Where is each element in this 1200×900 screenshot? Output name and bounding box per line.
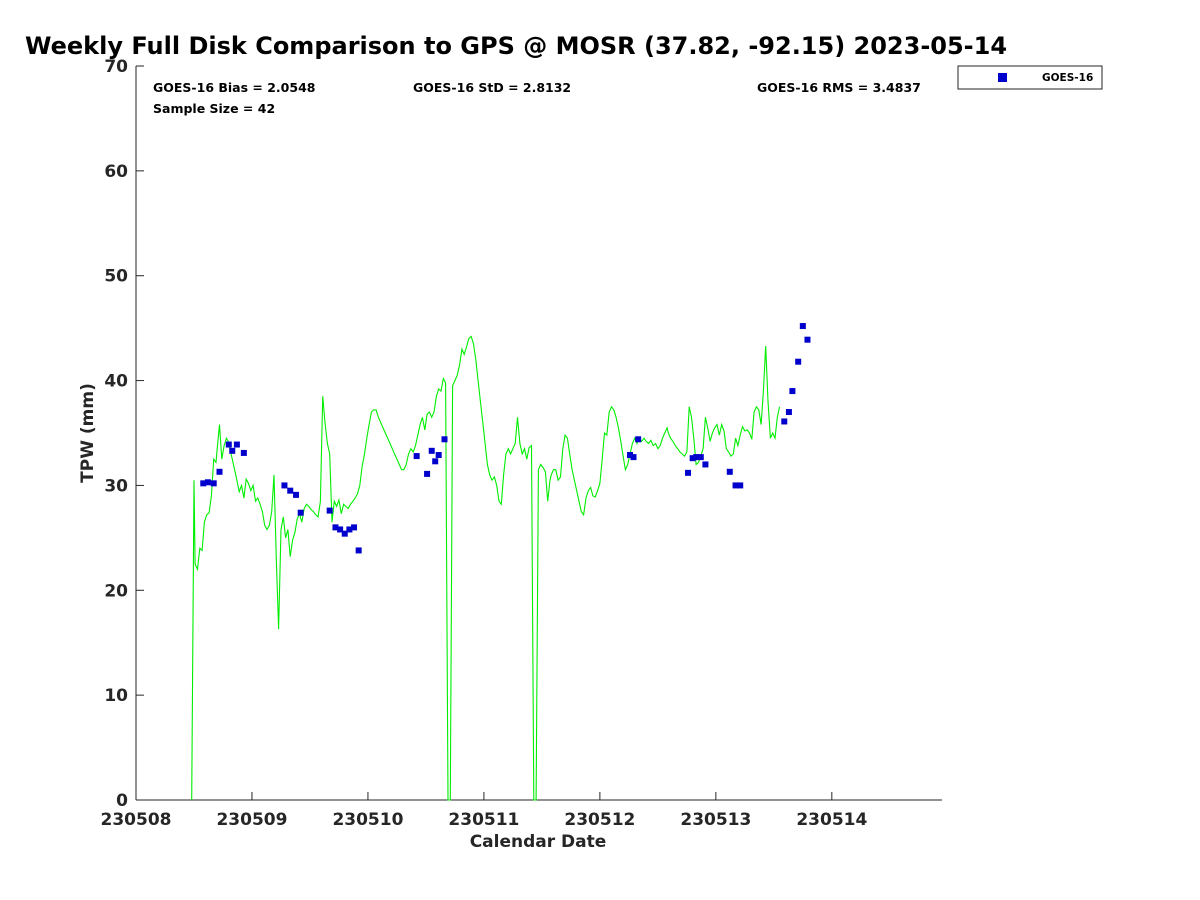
goes-16-point	[326, 507, 333, 514]
goes-16-point	[785, 409, 792, 416]
goes-16-point	[795, 358, 802, 365]
goes-16-point	[441, 436, 448, 443]
y-tick-label: 60	[104, 162, 128, 182]
goes-16-point	[693, 454, 700, 461]
goes-16-point	[435, 452, 442, 459]
x-tick-label: 230511	[448, 810, 519, 830]
goes-16-point	[355, 547, 362, 554]
goes-16-point	[332, 524, 339, 531]
goes-16-point	[293, 491, 300, 498]
y-tick-label: 30	[104, 476, 128, 496]
goes-16-point	[351, 524, 358, 531]
y-tick-label: 10	[104, 686, 128, 706]
y-tick-label: 70	[104, 57, 128, 77]
chart-title: Weekly Full Disk Comparison to GPS @ MOS…	[25, 32, 1007, 60]
y-tick-label: 20	[104, 581, 128, 601]
bias-stat: GOES-16 Bias = 2.0548	[153, 80, 315, 95]
goes-16-point	[627, 452, 634, 459]
goes-16-point	[702, 461, 709, 468]
goes-16-point	[287, 487, 294, 494]
goes-16-point	[210, 480, 217, 487]
goes-16-point	[346, 526, 353, 533]
goes-16-point	[216, 468, 223, 475]
goes-16-point	[204, 479, 211, 486]
legend-marker	[998, 73, 1007, 82]
y-tick-label: 40	[104, 372, 128, 392]
goes-16-point	[685, 469, 692, 476]
goes-16-point	[635, 436, 642, 443]
legend: GOES-16	[957, 65, 1103, 90]
rms-stat: GOES-16 RMS = 3.4837	[757, 80, 921, 95]
x-tick-label: 230509	[216, 810, 287, 830]
goes-16-point	[233, 441, 240, 448]
x-tick-label: 230513	[680, 810, 751, 830]
gps-series-line	[191, 335, 781, 801]
legend-entry-goes-16: GOES-16	[1042, 72, 1093, 84]
goes-16-point	[804, 336, 811, 343]
x-axis-label: Calendar Date	[470, 832, 607, 852]
goes-16-point	[225, 441, 232, 448]
goes-16-point	[240, 449, 247, 456]
x-tick-label: 230508	[101, 810, 172, 830]
goes-16-points	[200, 323, 811, 554]
goes-16-point	[200, 480, 207, 487]
goes-16-point	[229, 447, 236, 454]
goes-16-point	[689, 455, 696, 462]
goes-16-point	[726, 468, 733, 475]
sample-size-stat: Sample Size = 42	[153, 101, 275, 116]
goes-16-point	[428, 447, 435, 454]
goes-16-point	[697, 454, 704, 461]
plot-axes	[135, 66, 942, 801]
x-tick-label: 230512	[564, 810, 635, 830]
x-tick-label: 230514	[796, 810, 867, 830]
goes-16-point	[424, 470, 431, 477]
goes-16-point	[297, 509, 304, 516]
goes-16-point	[732, 482, 739, 489]
x-tick-label: 230510	[332, 810, 403, 830]
std-stat: GOES-16 StD = 2.8132	[413, 80, 571, 95]
y-tick-label: 0	[116, 791, 128, 811]
y-tick-label: 50	[104, 267, 128, 287]
goes-16-point	[781, 418, 788, 425]
y-axis-label: TPW (mm)	[78, 383, 98, 483]
goes-16-point	[630, 454, 637, 461]
goes-16-point	[413, 453, 420, 460]
goes-16-point	[799, 323, 806, 330]
goes-16-point	[432, 458, 439, 465]
legend-box	[957, 65, 1103, 90]
goes-16-point	[737, 482, 744, 489]
goes-16-point	[789, 388, 796, 395]
goes-16-point	[341, 530, 348, 537]
goes-16-point	[337, 526, 344, 533]
goes-16-point	[281, 482, 288, 489]
axis-ticks: 0 10 20 30 40 50 60 70 230508 230509 230510 230511 2…	[101, 57, 868, 830]
